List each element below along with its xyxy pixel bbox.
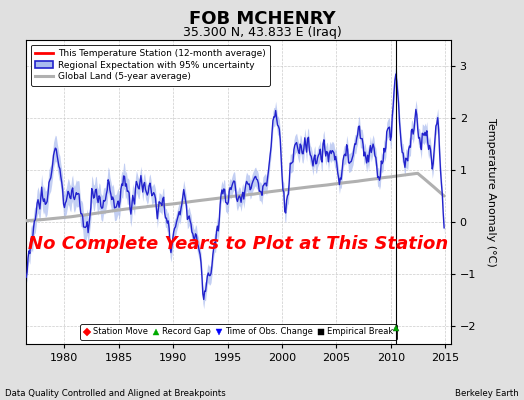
Y-axis label: Temperature Anomaly (°C): Temperature Anomaly (°C) [486,118,496,266]
Text: FOB MCHENRY: FOB MCHENRY [189,10,335,28]
Text: No Complete Years to Plot at This Station: No Complete Years to Plot at This Statio… [28,235,449,253]
Text: 35.300 N, 43.833 E (Iraq): 35.300 N, 43.833 E (Iraq) [183,26,341,39]
Legend: Station Move, Record Gap, Time of Obs. Change, Empirical Break: Station Move, Record Gap, Time of Obs. C… [80,324,397,340]
Text: Data Quality Controlled and Aligned at Breakpoints: Data Quality Controlled and Aligned at B… [5,389,226,398]
Text: Berkeley Earth: Berkeley Earth [455,389,519,398]
